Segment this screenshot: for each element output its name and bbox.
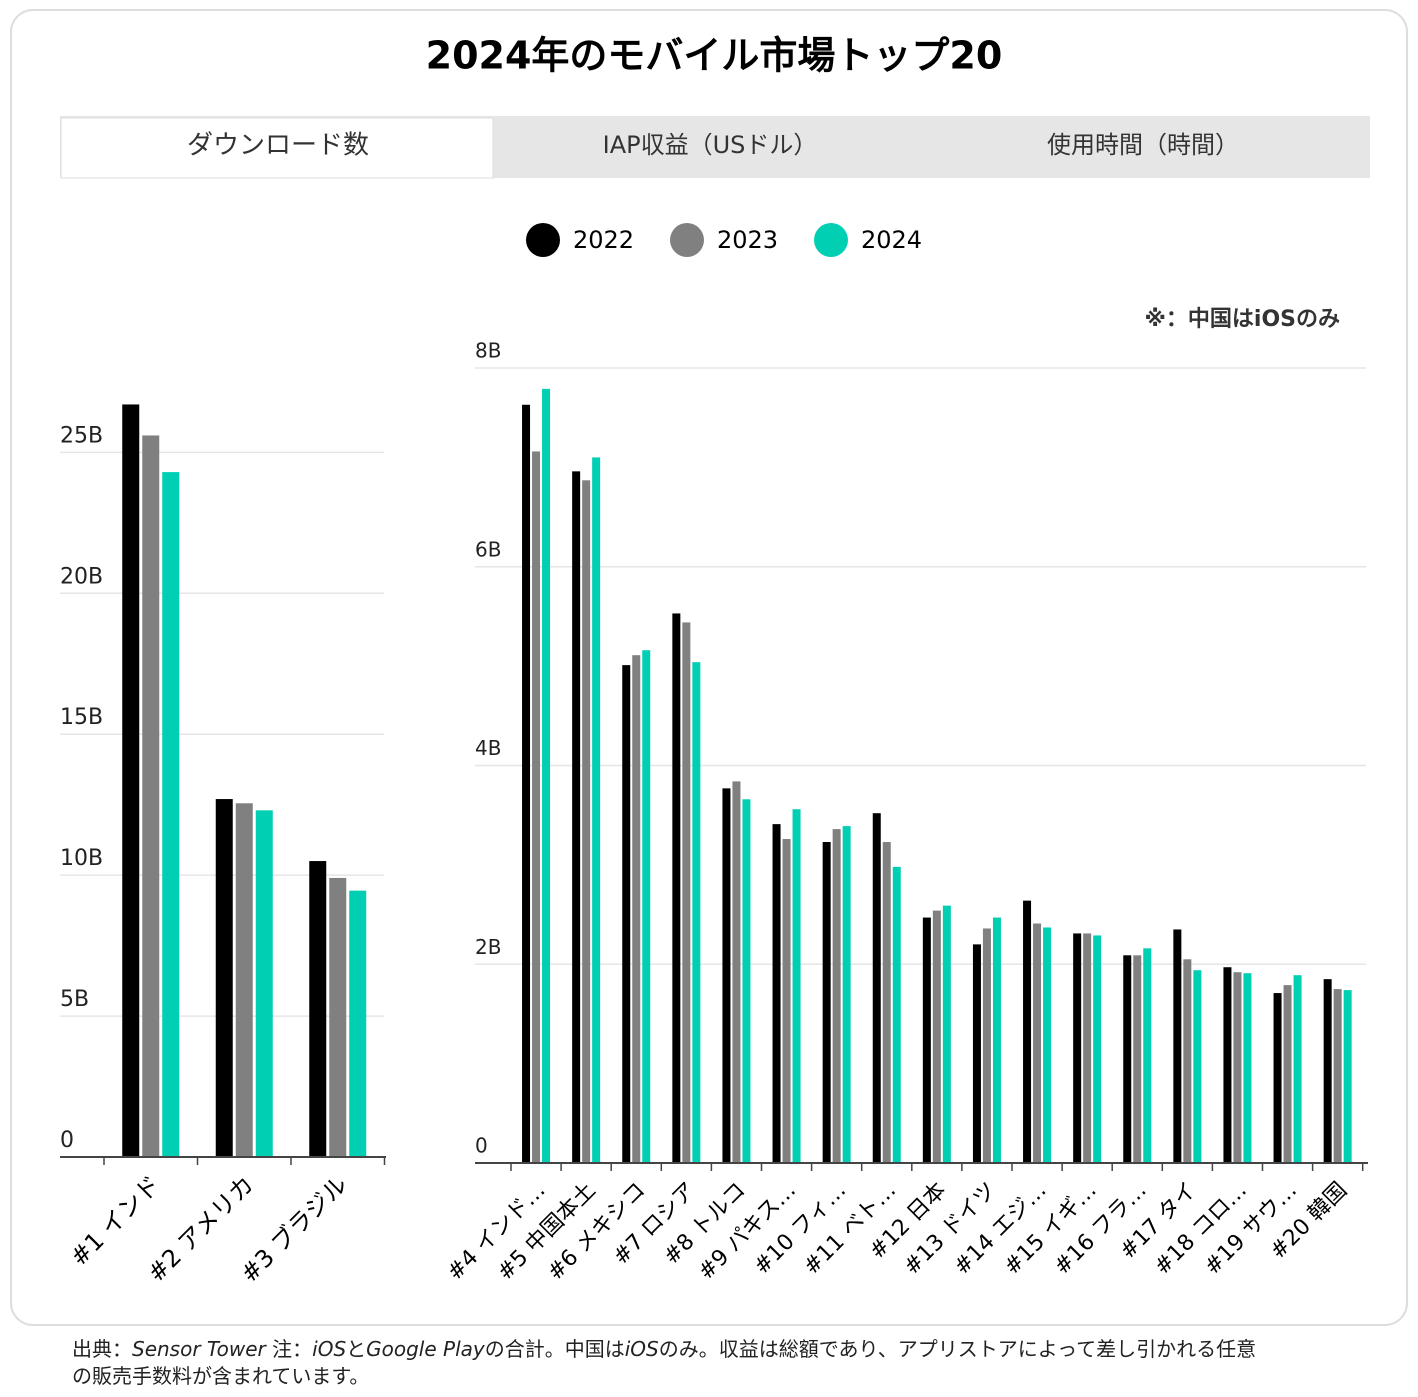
note: ※：中国はiOSのみ (1145, 307, 1340, 332)
bar (1143, 948, 1152, 1163)
footer-text: の合計。中国は (484, 1337, 625, 1361)
y-tick-label: 10B (60, 846, 103, 871)
footer-text: のみ。収益は総額であり、アプリストアによって差し引かれる任意の販売手数料が含まれ… (72, 1337, 1257, 1388)
legend-label: 2022 (573, 226, 634, 254)
footer-text: iOS (312, 1337, 347, 1361)
bar (1273, 993, 1282, 1163)
bar (892, 866, 901, 1163)
chart-title: 2024年のモバイル市場トップ20 (426, 34, 1003, 78)
bar (632, 655, 641, 1163)
bar (1093, 935, 1102, 1163)
y-tick-label: 2B (475, 935, 501, 959)
y-tick-label: 8B (475, 339, 501, 363)
bar (1123, 955, 1132, 1163)
footer-text: Sensor Tower (132, 1337, 266, 1361)
y-tick-label: 20B (60, 564, 103, 589)
tab[interactable]: 使用時間（時間） (1047, 131, 1239, 159)
bar (822, 842, 831, 1163)
bar (142, 435, 160, 1158)
bar (1333, 989, 1342, 1163)
bar (722, 788, 731, 1163)
bar (349, 890, 367, 1157)
bar (772, 824, 781, 1163)
bar (1323, 979, 1332, 1163)
bar (255, 810, 273, 1157)
active-tab[interactable] (60, 117, 494, 179)
bar (532, 451, 541, 1164)
bar (542, 388, 551, 1163)
footer-text: Google Play (366, 1337, 485, 1361)
bar (1343, 990, 1352, 1163)
bar (942, 905, 951, 1163)
bar (842, 826, 851, 1163)
bar (692, 662, 701, 1163)
bar (992, 917, 1001, 1163)
y-tick-label: 6B (475, 537, 501, 561)
bar (215, 799, 233, 1157)
bar (1073, 933, 1082, 1163)
footer-text: と (346, 1337, 367, 1361)
bar (622, 665, 631, 1163)
bar (1173, 929, 1182, 1163)
bar (329, 877, 347, 1157)
bar (872, 813, 881, 1163)
bar (1023, 900, 1032, 1163)
bar (1033, 923, 1042, 1163)
y-tick-label: 5B (60, 987, 89, 1012)
bar (1083, 933, 1092, 1163)
bar (1243, 973, 1252, 1163)
footer-text: iOS (624, 1337, 659, 1361)
bar (582, 480, 591, 1163)
bar (522, 404, 531, 1163)
legend-marker (670, 223, 704, 257)
bar (1293, 975, 1302, 1163)
bar (832, 829, 841, 1163)
legend-marker (814, 223, 848, 257)
bar (122, 404, 140, 1157)
bar (782, 839, 791, 1163)
legend-label: 2024 (861, 226, 922, 254)
bar (982, 928, 991, 1163)
y-tick-label: 15B (60, 705, 103, 730)
bar (1233, 972, 1242, 1163)
tab[interactable]: ダウンロード数 (187, 131, 369, 161)
bar (1193, 970, 1202, 1163)
bar (162, 472, 180, 1158)
footer-text: 注： (265, 1337, 313, 1361)
bar (1283, 985, 1292, 1163)
bar (972, 944, 981, 1163)
y-tick-label: 4B (475, 736, 501, 760)
bar (1043, 927, 1052, 1163)
bar (672, 613, 681, 1163)
y-tick-label: 0 (60, 1128, 74, 1153)
bar (932, 910, 941, 1163)
legend-marker (526, 223, 560, 257)
bar (642, 650, 651, 1163)
bar (309, 861, 327, 1157)
bar (592, 457, 601, 1163)
chart: 2024年のモバイル市場トップ20 ダウンロード数 IAP収益（USドル） 使用… (10, 9, 1408, 1326)
bar (235, 803, 253, 1157)
bar (572, 471, 581, 1164)
bar (1133, 955, 1142, 1163)
bar (922, 917, 931, 1163)
legend-label: 2023 (717, 226, 778, 254)
bar (742, 799, 751, 1163)
footer: 出典：Sensor Tower 注：iOSとGoogle Playの合計。中国は… (72, 1336, 1262, 1390)
y-tick-label: 25B (60, 423, 103, 448)
bar (682, 622, 691, 1163)
bar (792, 809, 801, 1163)
bar (882, 842, 891, 1163)
bar (1223, 967, 1232, 1163)
y-tick-label: 0 (475, 1134, 488, 1158)
tab[interactable]: IAP収益（USドル） (603, 131, 818, 159)
bar (732, 781, 741, 1163)
footer-text: 出典： (72, 1337, 132, 1361)
bar (1183, 959, 1192, 1163)
